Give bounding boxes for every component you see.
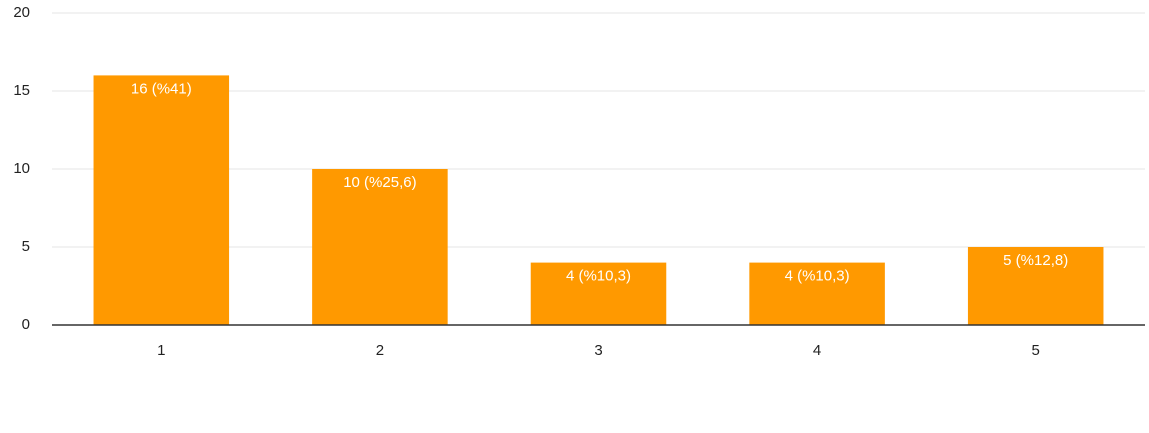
x-tick-label: 5 (1032, 342, 1040, 359)
bar (530, 262, 667, 325)
bar (749, 262, 885, 325)
x-tick-label: 1 (157, 342, 165, 359)
y-tick-label: 15 (13, 82, 30, 99)
y-tick-label: 20 (13, 4, 30, 21)
x-tick-label: 3 (594, 342, 602, 359)
bar (312, 169, 448, 325)
bar (93, 75, 230, 326)
value-label: 4 (%10,3) (785, 268, 850, 285)
value-label: 10 (%25,6) (343, 174, 416, 191)
y-tick-label: 0 (22, 316, 30, 333)
y-tick-label: 10 (13, 160, 30, 177)
x-tick-label: 2 (376, 342, 384, 359)
x-tick-label: 4 (813, 342, 821, 359)
bar (967, 247, 1104, 325)
value-label: 16 (%41) (131, 80, 192, 97)
value-label: 4 (%10,3) (566, 268, 631, 285)
y-tick-label: 5 (22, 238, 30, 255)
value-label: 5 (%12,8) (1003, 252, 1068, 269)
